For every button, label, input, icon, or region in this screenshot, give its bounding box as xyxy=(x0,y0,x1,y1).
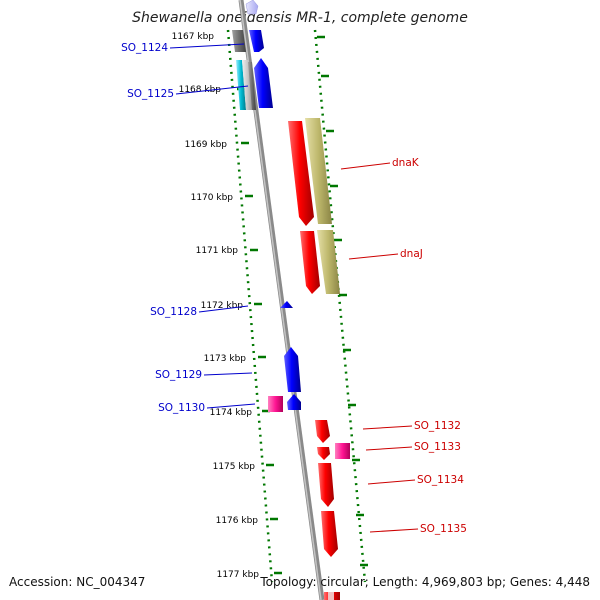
kbp-label: 1173 kbp xyxy=(204,354,247,364)
gene-label-so1134[interactable]: SO_1134 xyxy=(417,474,464,486)
footer-topology: Topology: circular; Length: 4,969,803 bp… xyxy=(259,575,590,589)
label-leader-so1128 xyxy=(198,305,249,313)
gene-so1124[interactable] xyxy=(249,30,264,52)
gene-so1133-magenta[interactable] xyxy=(335,443,350,459)
kbp-ticks xyxy=(233,34,368,575)
label-leader-so1135 xyxy=(369,528,419,533)
kbp-label: 1175 kbp xyxy=(213,462,256,472)
gene-label-so1132[interactable]: SO_1132 xyxy=(414,420,461,432)
gene-label-so1130[interactable]: SO_1130 xyxy=(158,402,205,414)
label-leader-dnaj xyxy=(348,253,399,260)
label-leader-so1130 xyxy=(206,403,256,409)
kbp-label: 1176 kbp xyxy=(216,516,259,526)
gene-so1124-gray[interactable] xyxy=(232,30,246,52)
gene-label-so1135[interactable]: SO_1135 xyxy=(420,523,467,535)
gene-so1128[interactable] xyxy=(280,301,293,308)
gene-dnak-khaki[interactable] xyxy=(305,118,332,224)
kbp-label: 1174 kbp xyxy=(210,408,253,418)
footer-accession: Accession: NC_004347 xyxy=(9,575,145,589)
gene-so1125[interactable] xyxy=(254,58,273,108)
gene-so1125-gray[interactable] xyxy=(248,62,256,110)
gene-dnaj[interactable] xyxy=(300,231,320,294)
gene-so1130[interactable] xyxy=(287,394,301,410)
gene-dnaj-khaki[interactable] xyxy=(317,230,340,294)
gene-partial-bottom-light xyxy=(328,592,334,600)
gene-so1125-lightgray[interactable] xyxy=(242,60,253,110)
kbp-label: 1167 kbp xyxy=(172,32,215,42)
kbp-label: 1172 kbp xyxy=(201,301,244,311)
label-leader-so1129 xyxy=(203,372,253,376)
gene-label-so1128[interactable]: SO_1128 xyxy=(150,306,197,318)
gene-label-so1125[interactable]: SO_1125 xyxy=(127,88,174,100)
gene-so1135[interactable] xyxy=(321,511,338,557)
gene-so1125-cyan[interactable] xyxy=(236,60,246,110)
genome-title: Shewanella oneidensis MR-1, complete gen… xyxy=(132,10,468,26)
gene-label-dnaj[interactable]: dnaJ xyxy=(400,248,423,260)
gene-label-so1129[interactable]: SO_1129 xyxy=(155,369,202,381)
label-leader-so1134 xyxy=(367,479,416,485)
kbp-label: 1170 kbp xyxy=(191,193,234,203)
gene-so1129[interactable] xyxy=(284,347,301,392)
label-leader-so1125 xyxy=(175,85,249,95)
gene-so1134[interactable] xyxy=(318,463,334,507)
gene-so1132[interactable] xyxy=(315,420,330,443)
gene-label-dnak[interactable]: dnaK xyxy=(392,157,420,169)
gene-label-so1133[interactable]: SO_1133 xyxy=(414,441,461,453)
gene-so1133[interactable] xyxy=(317,447,330,460)
gene-partial-top[interactable] xyxy=(245,0,259,15)
kbp-label: 1177 kbp xyxy=(217,570,260,580)
gene-label-so1124[interactable]: SO_1124 xyxy=(121,42,168,54)
label-leader-so1132 xyxy=(362,425,413,430)
kbp-tick-labels: 1167 kbp 1168 kbp 1169 kbp 1170 kbp 1171… xyxy=(172,32,260,580)
label-leader-dnak xyxy=(340,162,391,170)
label-leader-so1124 xyxy=(169,43,245,49)
kbp-label: 1169 kbp xyxy=(185,140,228,150)
ruler-dots-left xyxy=(226,29,274,583)
kbp-label: 1168 kbp xyxy=(179,85,222,95)
ruler-dots-right xyxy=(313,29,367,583)
gene-dnak[interactable] xyxy=(288,121,314,226)
gene-so1130-magenta[interactable] xyxy=(268,396,283,412)
kbp-label: 1171 kbp xyxy=(196,246,239,256)
label-leader-so1133 xyxy=(365,446,413,451)
